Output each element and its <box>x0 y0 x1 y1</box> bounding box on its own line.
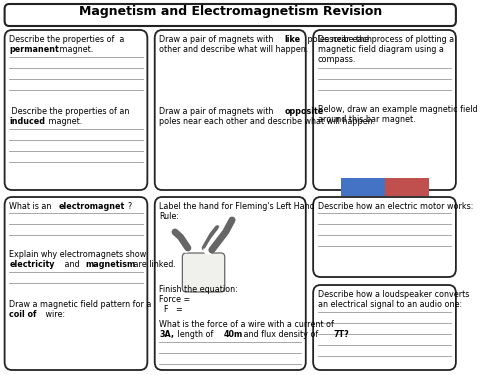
Text: 3A,: 3A, <box>160 330 174 339</box>
Text: an electrical signal to an audio one:: an electrical signal to an audio one: <box>318 300 462 309</box>
Text: Label the hand for Fleming's Left Hand: Label the hand for Fleming's Left Hand <box>160 202 315 211</box>
Text: poles near each other and describe what will happen.: poles near each other and describe what … <box>160 117 376 126</box>
Text: Draw a pair of magnets with: Draw a pair of magnets with <box>160 107 276 116</box>
FancyBboxPatch shape <box>313 285 456 370</box>
Text: Magnetism and Electromagnetism Revision: Magnetism and Electromagnetism Revision <box>78 5 382 18</box>
Text: are linked.: are linked. <box>131 260 176 269</box>
Text: Describe the process of plotting a: Describe the process of plotting a <box>318 35 454 44</box>
Text: 40m: 40m <box>224 330 243 339</box>
Text: Describe how an electric motor works:: Describe how an electric motor works: <box>318 202 473 211</box>
Text: wire:: wire: <box>44 310 66 319</box>
Text: coil of: coil of <box>9 310 36 319</box>
Text: around this bar magnet.: around this bar magnet. <box>318 115 416 124</box>
FancyBboxPatch shape <box>154 30 306 190</box>
Text: other and describe what will happen.: other and describe what will happen. <box>160 45 308 54</box>
FancyBboxPatch shape <box>4 4 456 26</box>
Text: magnet.: magnet. <box>46 117 82 126</box>
FancyBboxPatch shape <box>385 178 429 196</box>
Text: poles near each: poles near each <box>305 35 372 44</box>
Text: induced: induced <box>9 117 45 126</box>
Text: Describe how a loudspeaker converts: Describe how a loudspeaker converts <box>318 290 469 299</box>
Text: ?: ? <box>127 202 132 211</box>
Text: Draw a magnetic field pattern for a: Draw a magnetic field pattern for a <box>9 300 154 309</box>
Text: 7T?: 7T? <box>334 330 349 339</box>
Text: magnetic field diagram using a: magnetic field diagram using a <box>318 45 444 54</box>
FancyBboxPatch shape <box>341 178 385 196</box>
Text: Rule:: Rule: <box>160 212 180 221</box>
FancyBboxPatch shape <box>4 30 148 190</box>
Text: Force =: Force = <box>160 295 193 304</box>
Text: Explain why electromagnets show: Explain why electromagnets show <box>9 250 146 259</box>
Text: Describe the properties of  a: Describe the properties of a <box>9 35 124 44</box>
Text: opposite: opposite <box>284 107 324 116</box>
FancyBboxPatch shape <box>154 197 306 370</box>
FancyBboxPatch shape <box>4 197 148 370</box>
Text: Finish the equation:: Finish the equation: <box>160 285 238 294</box>
FancyBboxPatch shape <box>313 197 456 277</box>
Text: electromagnet: electromagnet <box>59 202 125 211</box>
Text: and: and <box>62 260 82 269</box>
Text: compass.: compass. <box>318 55 356 64</box>
Text: F   =: F = <box>160 305 183 314</box>
Text: magnet.: magnet. <box>57 45 94 54</box>
Text: Describe the properties of an: Describe the properties of an <box>9 107 130 116</box>
Text: magnetism: magnetism <box>86 260 136 269</box>
Text: S: S <box>402 162 411 174</box>
Text: like: like <box>284 35 300 44</box>
Text: permanent: permanent <box>9 45 59 54</box>
Text: length of: length of <box>175 330 216 339</box>
FancyBboxPatch shape <box>313 30 456 190</box>
Text: and flux density of: and flux density of <box>242 330 321 339</box>
Text: What is the force of a wire with a current of: What is the force of a wire with a curre… <box>160 320 334 329</box>
FancyBboxPatch shape <box>182 253 224 292</box>
Text: Below, draw an example magnetic field: Below, draw an example magnetic field <box>318 105 478 114</box>
Text: electricity: electricity <box>9 260 54 269</box>
Text: N: N <box>358 162 368 174</box>
Text: What is an: What is an <box>9 202 54 211</box>
Text: Draw a pair of magnets with: Draw a pair of magnets with <box>160 35 276 44</box>
